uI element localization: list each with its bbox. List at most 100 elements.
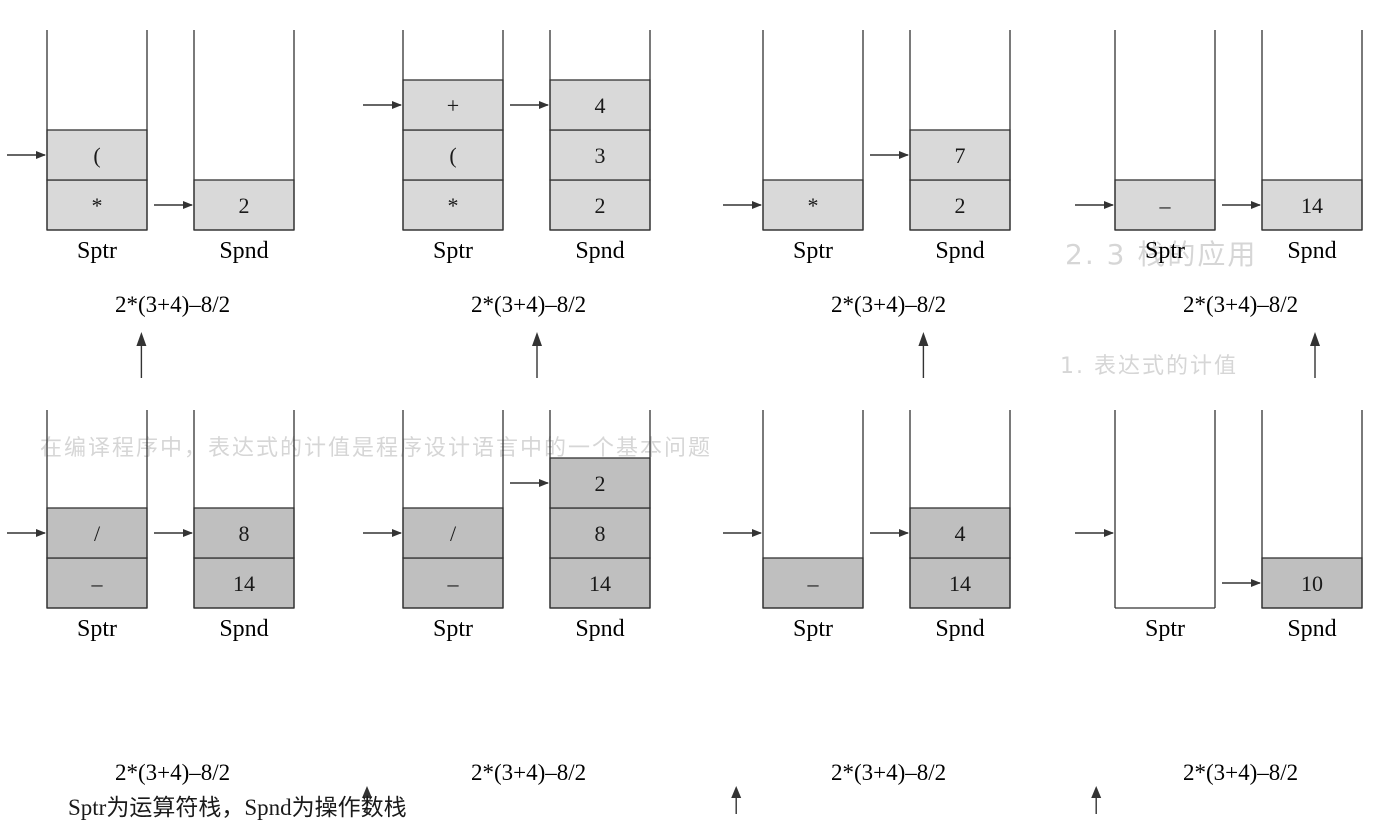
bleed-paragraph: 在编译程序中，表达式的计值是程序设计语言中的一个基本问题: [40, 436, 713, 461]
spnd-stack-cell: [909, 129, 1011, 181]
spnd-label: Spnd: [219, 238, 268, 264]
spnd-label: Spnd: [1287, 616, 1336, 642]
sptr-label: Sptr: [77, 238, 117, 264]
sptr-stack-cell-value: –: [447, 571, 460, 596]
expression-text: 2*(3+4)–8/2: [1183, 292, 1298, 317]
bleed-subheading: 1. 表达式的计值: [1060, 354, 1238, 379]
scan-arrow-icon: [1091, 786, 1102, 798]
spnd-stack-cell: [909, 179, 1011, 231]
spnd-stack: 2 3 4: [510, 30, 651, 231]
legend-caption: Sptr为运算符栈，Spnd为操作数栈: [68, 795, 407, 820]
sptr-stack-cell-value: (: [449, 143, 456, 168]
scan-arrow-icon: [918, 332, 929, 346]
expression-text: 2*(3+4)–8/2: [115, 760, 230, 785]
spnd-stack-cell-value: 7: [955, 143, 966, 168]
sptr-stack-cell-value: (: [93, 143, 100, 168]
expression-text: 2*(3+4)–8/2: [115, 292, 230, 317]
sptr-label: Sptr: [793, 616, 833, 642]
sptr-stack: * ( +: [363, 30, 504, 231]
spnd-stack: 2: [154, 30, 295, 231]
sptr-label: Sptr: [793, 238, 833, 264]
spnd-stack-cell-value: 8: [239, 521, 250, 546]
spnd-stack-cell: [549, 457, 651, 509]
sptr-stack: *(: [7, 30, 148, 231]
sptr-label: Sptr: [77, 616, 117, 642]
scan-arrow-icon: [136, 332, 147, 346]
spnd-stack-cell-value: 2: [595, 193, 606, 218]
sptr-stack-cell-value: +: [447, 93, 459, 118]
spnd-stack: 14 8: [154, 410, 295, 609]
spnd-stack-cell-value: 2: [955, 193, 966, 218]
spnd-stack-cell-value: 2: [239, 193, 250, 218]
spnd-label: Spnd: [1287, 238, 1336, 264]
sptr-stack-cell-value: –: [1159, 193, 1172, 218]
sptr-label: Sptr: [433, 238, 473, 264]
spnd-stack-cell-value: 14: [949, 571, 971, 596]
spnd-stack-cell-value: 2: [595, 471, 606, 496]
sptr-stack: –/: [7, 410, 148, 609]
spnd-stack-cell-value: 4: [955, 521, 966, 546]
spnd-stack-cell-value: 3: [595, 143, 606, 168]
step-4: – 14 Sptr Spnd 2*(3+4)–8/2: [1075, 30, 1363, 378]
spnd-label: Spnd: [935, 238, 984, 264]
spnd-stack-cell: [549, 507, 651, 559]
expression-text: 2*(3+4)–8/2: [1183, 760, 1298, 785]
spnd-stack-cell: [909, 507, 1011, 559]
spnd-stack: 10: [1222, 410, 1363, 609]
sptr-stack-cell-value: /: [450, 521, 457, 546]
sptr-stack-cell-value: *: [808, 193, 819, 218]
sptr-stack-cell: [402, 79, 504, 131]
sptr-stack-cell: [1114, 179, 1216, 231]
spnd-label: Spnd: [575, 238, 624, 264]
bleed-heading: 2. 3 栈的应用: [1065, 238, 1258, 271]
expression-text: 2*(3+4)–8/2: [471, 760, 586, 785]
sptr-label: Sptr: [1145, 616, 1185, 642]
sptr-stack-cell: [402, 557, 504, 609]
spnd-label: Spnd: [575, 616, 624, 642]
spnd-stack-cell-value: 14: [589, 571, 611, 596]
spnd-stack: 14 4: [870, 410, 1011, 609]
spnd-stack-cell-value: 4: [595, 93, 606, 118]
step-7: – 14 4 Sptr Spnd 2*(3+4)–8/2: [723, 410, 1102, 814]
sptr-stack: –: [1075, 30, 1216, 231]
spnd-stack: 14 8 2: [510, 410, 651, 609]
expression-text: 2*(3+4)–8/2: [831, 292, 946, 317]
spnd-stack-cell-value: 14: [233, 571, 255, 596]
sptr-stack-cell-value: *: [92, 193, 103, 218]
sptr-stack: –/: [363, 410, 504, 609]
scan-arrow-icon: [731, 786, 742, 798]
sptr-stack-cell-value: –: [807, 571, 820, 596]
expression-text: 2*(3+4)–8/2: [831, 760, 946, 785]
spnd-stack: 27: [870, 30, 1011, 231]
sptr-label: Sptr: [433, 616, 473, 642]
sptr-stack-cell: [762, 557, 864, 609]
spnd-stack-cell: [193, 507, 295, 559]
expression-text: 2*(3+4)–8/2: [471, 292, 586, 317]
sptr-label: Sptr: [1145, 238, 1185, 264]
spnd-stack: 14: [1222, 30, 1363, 231]
sptr-stack: *: [723, 30, 864, 231]
spnd-stack-cell-value: 14: [1301, 193, 1323, 218]
sptr-stack-cell-value: *: [448, 193, 459, 218]
spnd-stack-cell-value: 10: [1301, 571, 1323, 596]
sptr-stack-cell-value: /: [94, 521, 101, 546]
spnd-stack-cell: [1261, 557, 1363, 609]
step-8: 10 Sptr Spnd 2*(3+4)–8/2: [1075, 410, 1363, 785]
scan-arrow-icon: [532, 332, 542, 346]
sptr-stack-cell-value: –: [91, 571, 104, 596]
sptr-stack: [1075, 410, 1216, 609]
spnd-label: Spnd: [219, 616, 268, 642]
scan-arrow-icon: [1310, 332, 1320, 346]
spnd-stack-cell-value: 8: [595, 521, 606, 546]
step-2: * ( +2 3 4 Sptr Spnd 2*(3+4)–8/2: [363, 30, 651, 378]
spnd-label: Spnd: [935, 616, 984, 642]
sptr-stack: –: [723, 410, 864, 609]
sptr-stack-cell: [402, 179, 504, 231]
scan-arrow-icon: [362, 786, 372, 798]
